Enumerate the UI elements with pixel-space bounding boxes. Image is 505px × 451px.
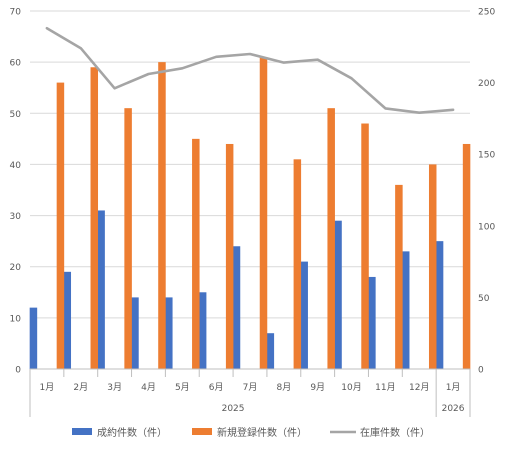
- legend-swatch-bar: [192, 428, 212, 435]
- x-tick-label: 5月: [175, 382, 190, 393]
- bar-contracts: [198, 292, 207, 369]
- bar-contracts: [29, 307, 38, 369]
- x-tick-label: 2月: [73, 382, 88, 393]
- bar-new-listings: [462, 143, 471, 369]
- line-series: [45, 26, 455, 114]
- bar-new-listings: [124, 108, 132, 370]
- bar-new-listings: [225, 143, 234, 369]
- legend-label: 成約件数（件）: [97, 426, 167, 439]
- year-label: 2025: [222, 404, 245, 414]
- bar-contracts: [232, 246, 241, 369]
- x-tick-label: 3月: [107, 382, 122, 393]
- x-tick-label: 1月: [40, 382, 55, 393]
- left-tick-label: 50: [10, 110, 22, 120]
- right-tick-label: 250: [478, 8, 495, 18]
- x-tick-label: 1月: [446, 382, 461, 393]
- bar-contracts: [435, 241, 444, 369]
- x-tick-label: 12月: [409, 382, 429, 393]
- left-tick-label: 0: [15, 366, 21, 376]
- left-tick-label: 70: [10, 8, 22, 18]
- bar-new-listings: [327, 108, 335, 370]
- bar-contracts: [401, 251, 410, 369]
- bar-contracts: [97, 210, 105, 369]
- x-tick-label: 6月: [209, 382, 224, 393]
- x-axis: 1月 2月 3月 4月 5月 6月 7月 8月 9月 10月 11月 12月 1月 2025 2026: [29, 368, 471, 417]
- right-tick-label: 200: [478, 79, 495, 89]
- right-tick-label: 0: [478, 366, 484, 376]
- bar-new-listings: [56, 82, 65, 369]
- right-tick-label: 100: [478, 222, 495, 232]
- left-tick-label: 40: [10, 161, 22, 171]
- bar-contracts: [334, 220, 342, 369]
- bar-contracts: [300, 261, 308, 369]
- x-tick-label: 7月: [243, 382, 258, 393]
- left-axis: 0 10 20 30 40 50 60 70: [10, 8, 22, 376]
- x-tick-label: 4月: [141, 382, 156, 393]
- legend-label: 新規登録件数（件）: [217, 426, 307, 439]
- bar-new-listings: [361, 123, 369, 369]
- left-tick-label: 60: [10, 59, 22, 69]
- bar-new-listings: [158, 62, 166, 370]
- bar-contracts: [266, 333, 275, 369]
- legend-label: 在庫件数（件）: [360, 426, 430, 439]
- legend: 成約件数（件） 新規登録件数（件） 在庫件数（件）: [72, 426, 430, 439]
- bar-contracts: [63, 271, 72, 369]
- left-tick-label: 30: [10, 212, 22, 222]
- legend-swatch-bar: [72, 428, 92, 435]
- bar-new-listings: [395, 184, 403, 369]
- bar-contracts: [165, 297, 173, 369]
- bar-contracts: [368, 276, 376, 369]
- bar-new-listings: [428, 164, 437, 369]
- year-label: 2026: [442, 404, 465, 414]
- x-tick-label: 11月: [375, 382, 395, 393]
- x-tick-label: 8月: [276, 382, 291, 393]
- bar-new-listings: [192, 138, 200, 369]
- right-tick-label: 150: [478, 151, 495, 161]
- right-axis: 0 50 100 150 200 250: [478, 8, 495, 376]
- inventory-line: [45, 26, 455, 114]
- right-tick-label: 50: [478, 294, 490, 304]
- x-tick-label: 10月: [341, 382, 361, 393]
- bars: [29, 57, 471, 370]
- bar-contracts: [131, 297, 139, 369]
- bar-new-listings: [90, 67, 99, 369]
- left-tick-label: 20: [10, 263, 22, 273]
- left-tick-label: 10: [10, 314, 22, 324]
- bar-new-listings: [293, 159, 302, 369]
- x-tick-label: 9月: [310, 382, 325, 393]
- bar-new-listings: [259, 57, 268, 370]
